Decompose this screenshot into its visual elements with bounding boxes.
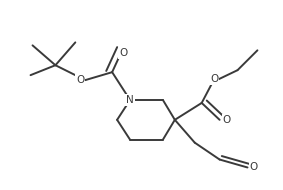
Text: O: O: [210, 74, 218, 84]
Text: N: N: [126, 95, 134, 105]
Text: O: O: [222, 115, 231, 125]
Text: O: O: [250, 162, 258, 173]
Text: O: O: [76, 75, 84, 85]
Text: O: O: [119, 48, 127, 58]
